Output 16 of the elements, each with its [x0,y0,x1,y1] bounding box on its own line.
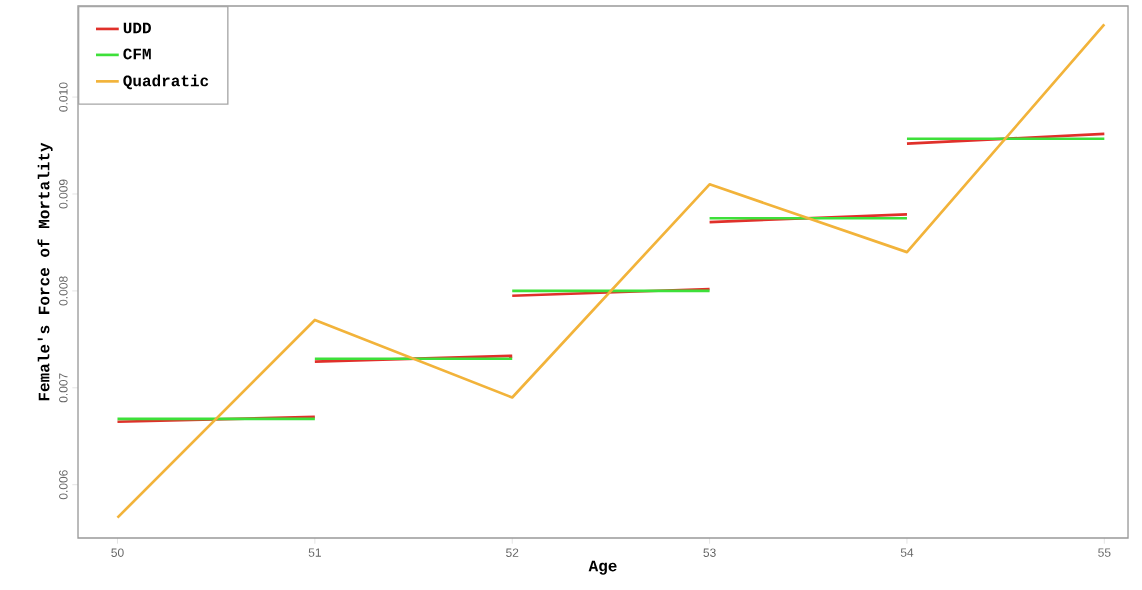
x-tick-label: 53 [703,548,716,557]
legend-label: CFM [123,48,151,60]
x-tick-label: 54 [900,548,914,557]
y-tick-label: 0.006 [59,470,68,500]
y-tick-label: 0.009 [59,179,68,209]
legend-label: UDD [123,22,151,34]
y-tick-label: 0.010 [59,82,68,112]
legend-label: Quadratic [123,74,209,90]
x-tick-label: 50 [111,548,124,557]
x-tick-label: 55 [1098,548,1111,557]
y-axis-title: Female's Force of Mortality [37,142,53,401]
y-tick-label: 0.007 [59,373,68,403]
x-axis-title: Age [588,560,617,575]
x-tick-label: 52 [506,548,519,557]
y-tick-label: 0.008 [59,276,68,306]
x-tick-label: 51 [308,548,321,557]
